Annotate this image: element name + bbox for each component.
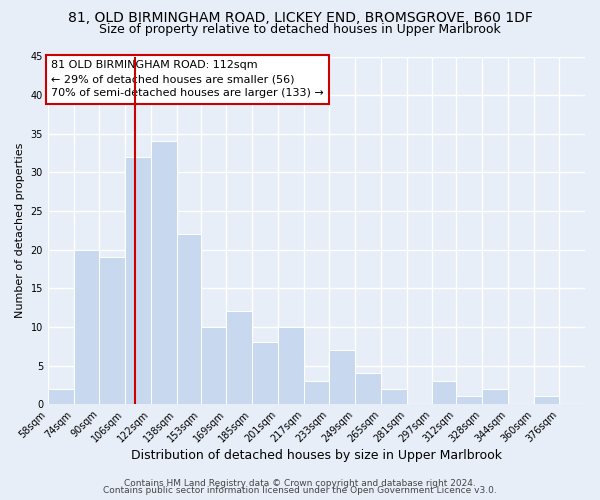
Bar [200,327,226,404]
Text: Size of property relative to detached houses in Upper Marlbrook: Size of property relative to detached ho… [99,22,501,36]
Bar [176,234,200,404]
Bar [151,142,176,404]
Bar [482,388,508,404]
Bar [381,388,407,404]
Bar [432,381,457,404]
Bar [457,396,482,404]
Bar [48,388,74,404]
Text: Contains HM Land Registry data © Crown copyright and database right 2024.: Contains HM Land Registry data © Crown c… [124,478,476,488]
Bar [304,381,329,404]
Bar [329,350,355,404]
Text: 81, OLD BIRMINGHAM ROAD, LICKEY END, BROMSGROVE, B60 1DF: 81, OLD BIRMINGHAM ROAD, LICKEY END, BRO… [68,11,532,25]
Text: 81 OLD BIRMINGHAM ROAD: 112sqm
← 29% of detached houses are smaller (56)
70% of : 81 OLD BIRMINGHAM ROAD: 112sqm ← 29% of … [51,60,324,98]
Bar [278,327,304,404]
Bar [74,250,100,404]
Bar [252,342,278,404]
X-axis label: Distribution of detached houses by size in Upper Marlbrook: Distribution of detached houses by size … [131,450,502,462]
Text: Contains public sector information licensed under the Open Government Licence v3: Contains public sector information licen… [103,486,497,495]
Bar [355,374,381,404]
Bar [125,157,151,404]
Bar [100,258,125,404]
Bar [533,396,559,404]
Y-axis label: Number of detached properties: Number of detached properties [15,142,25,318]
Bar [226,312,252,404]
